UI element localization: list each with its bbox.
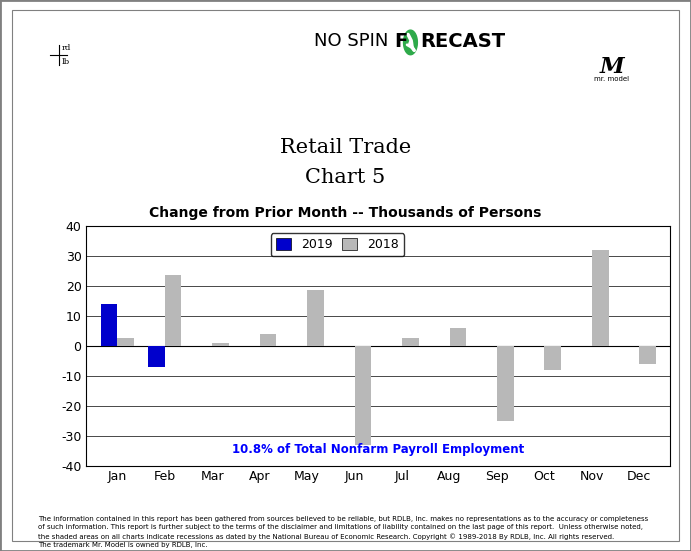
Bar — [117, 338, 134, 346]
Bar — [307, 290, 323, 346]
Text: mr. model: mr. model — [594, 76, 629, 82]
Bar — [101, 304, 117, 346]
Text: F: F — [395, 32, 408, 51]
Text: The information contained in this report has been gathered from sources believed: The information contained in this report… — [38, 516, 648, 548]
Text: rd: rd — [61, 44, 71, 52]
Text: M: M — [599, 56, 624, 78]
Bar — [592, 250, 609, 346]
Bar — [639, 346, 656, 364]
Bar — [450, 328, 466, 346]
Bar — [545, 346, 561, 370]
Text: Change from Prior Month -- Thousands of Persons: Change from Prior Month -- Thousands of … — [149, 207, 542, 220]
Legend: 2019, 2018: 2019, 2018 — [271, 234, 404, 256]
Text: NO SPIN: NO SPIN — [314, 33, 394, 50]
Bar — [164, 276, 181, 346]
Text: Retail Trade: Retail Trade — [280, 138, 411, 157]
Text: Chart 5: Chart 5 — [305, 169, 386, 187]
Bar — [212, 343, 229, 346]
Polygon shape — [404, 30, 417, 55]
Bar — [354, 346, 371, 445]
Text: lb: lb — [61, 58, 70, 66]
Bar — [260, 334, 276, 346]
Text: 10.8% of Total Nonfarm Payroll Employment: 10.8% of Total Nonfarm Payroll Employmen… — [232, 443, 524, 456]
Text: RECAST: RECAST — [420, 32, 505, 51]
Bar — [497, 346, 513, 420]
Bar — [402, 338, 419, 346]
Bar — [148, 346, 164, 367]
